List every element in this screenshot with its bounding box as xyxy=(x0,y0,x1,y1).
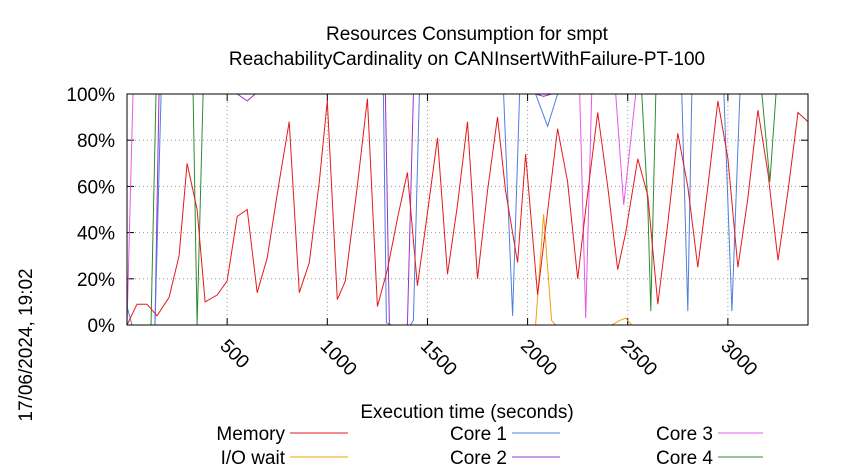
chart-title: Resources Consumption for smpt xyxy=(326,24,609,45)
series-line-memory xyxy=(126,98,809,326)
plot-area xyxy=(126,93,809,326)
chart-subtitle: ReachabilityCardinality on CANInsertWith… xyxy=(229,49,705,70)
legend-label-memory: Memory xyxy=(216,424,285,445)
y-tick-label: 100% xyxy=(66,85,115,106)
grid xyxy=(127,94,808,325)
y-tick-label: 40% xyxy=(77,224,115,245)
legend-label-core-3: Core 3 xyxy=(656,424,713,445)
x-tick-label: 500 xyxy=(216,336,253,373)
y-tick-label: 20% xyxy=(77,270,115,291)
timestamp-label: 17/06/2024, 19:02 xyxy=(16,268,37,421)
series-line-core-2 xyxy=(127,93,808,326)
legend-label-core-2: Core 2 xyxy=(450,448,507,469)
plot-frame xyxy=(126,93,809,326)
legend-label-i-o-wait: I/O wait xyxy=(221,448,286,469)
x-tick-label: 1500 xyxy=(416,336,461,381)
x-tick-label: 3000 xyxy=(716,336,761,381)
y-axis: 0% 20% 40% 60% 80% 100% xyxy=(66,85,808,337)
legend-label-core-4: Core 4 xyxy=(656,448,713,469)
x-tick-label: 1000 xyxy=(316,336,361,381)
y-tick-label: 60% xyxy=(77,177,115,198)
x-axis: 500 1000 1500 2000 2500 3000 xyxy=(216,94,761,380)
x-tick-label: 2000 xyxy=(516,336,561,381)
legend-label-core-1: Core 1 xyxy=(450,424,507,445)
y-tick-label: 80% xyxy=(77,131,115,152)
legend: Memory I/O wait Core 1 Core 2 Core 3 Core 4 xyxy=(216,424,763,469)
y-tick-label: 0% xyxy=(88,316,116,337)
x-axis-label: Execution time (seconds) xyxy=(360,402,573,423)
x-tick-label: 2500 xyxy=(616,336,661,381)
